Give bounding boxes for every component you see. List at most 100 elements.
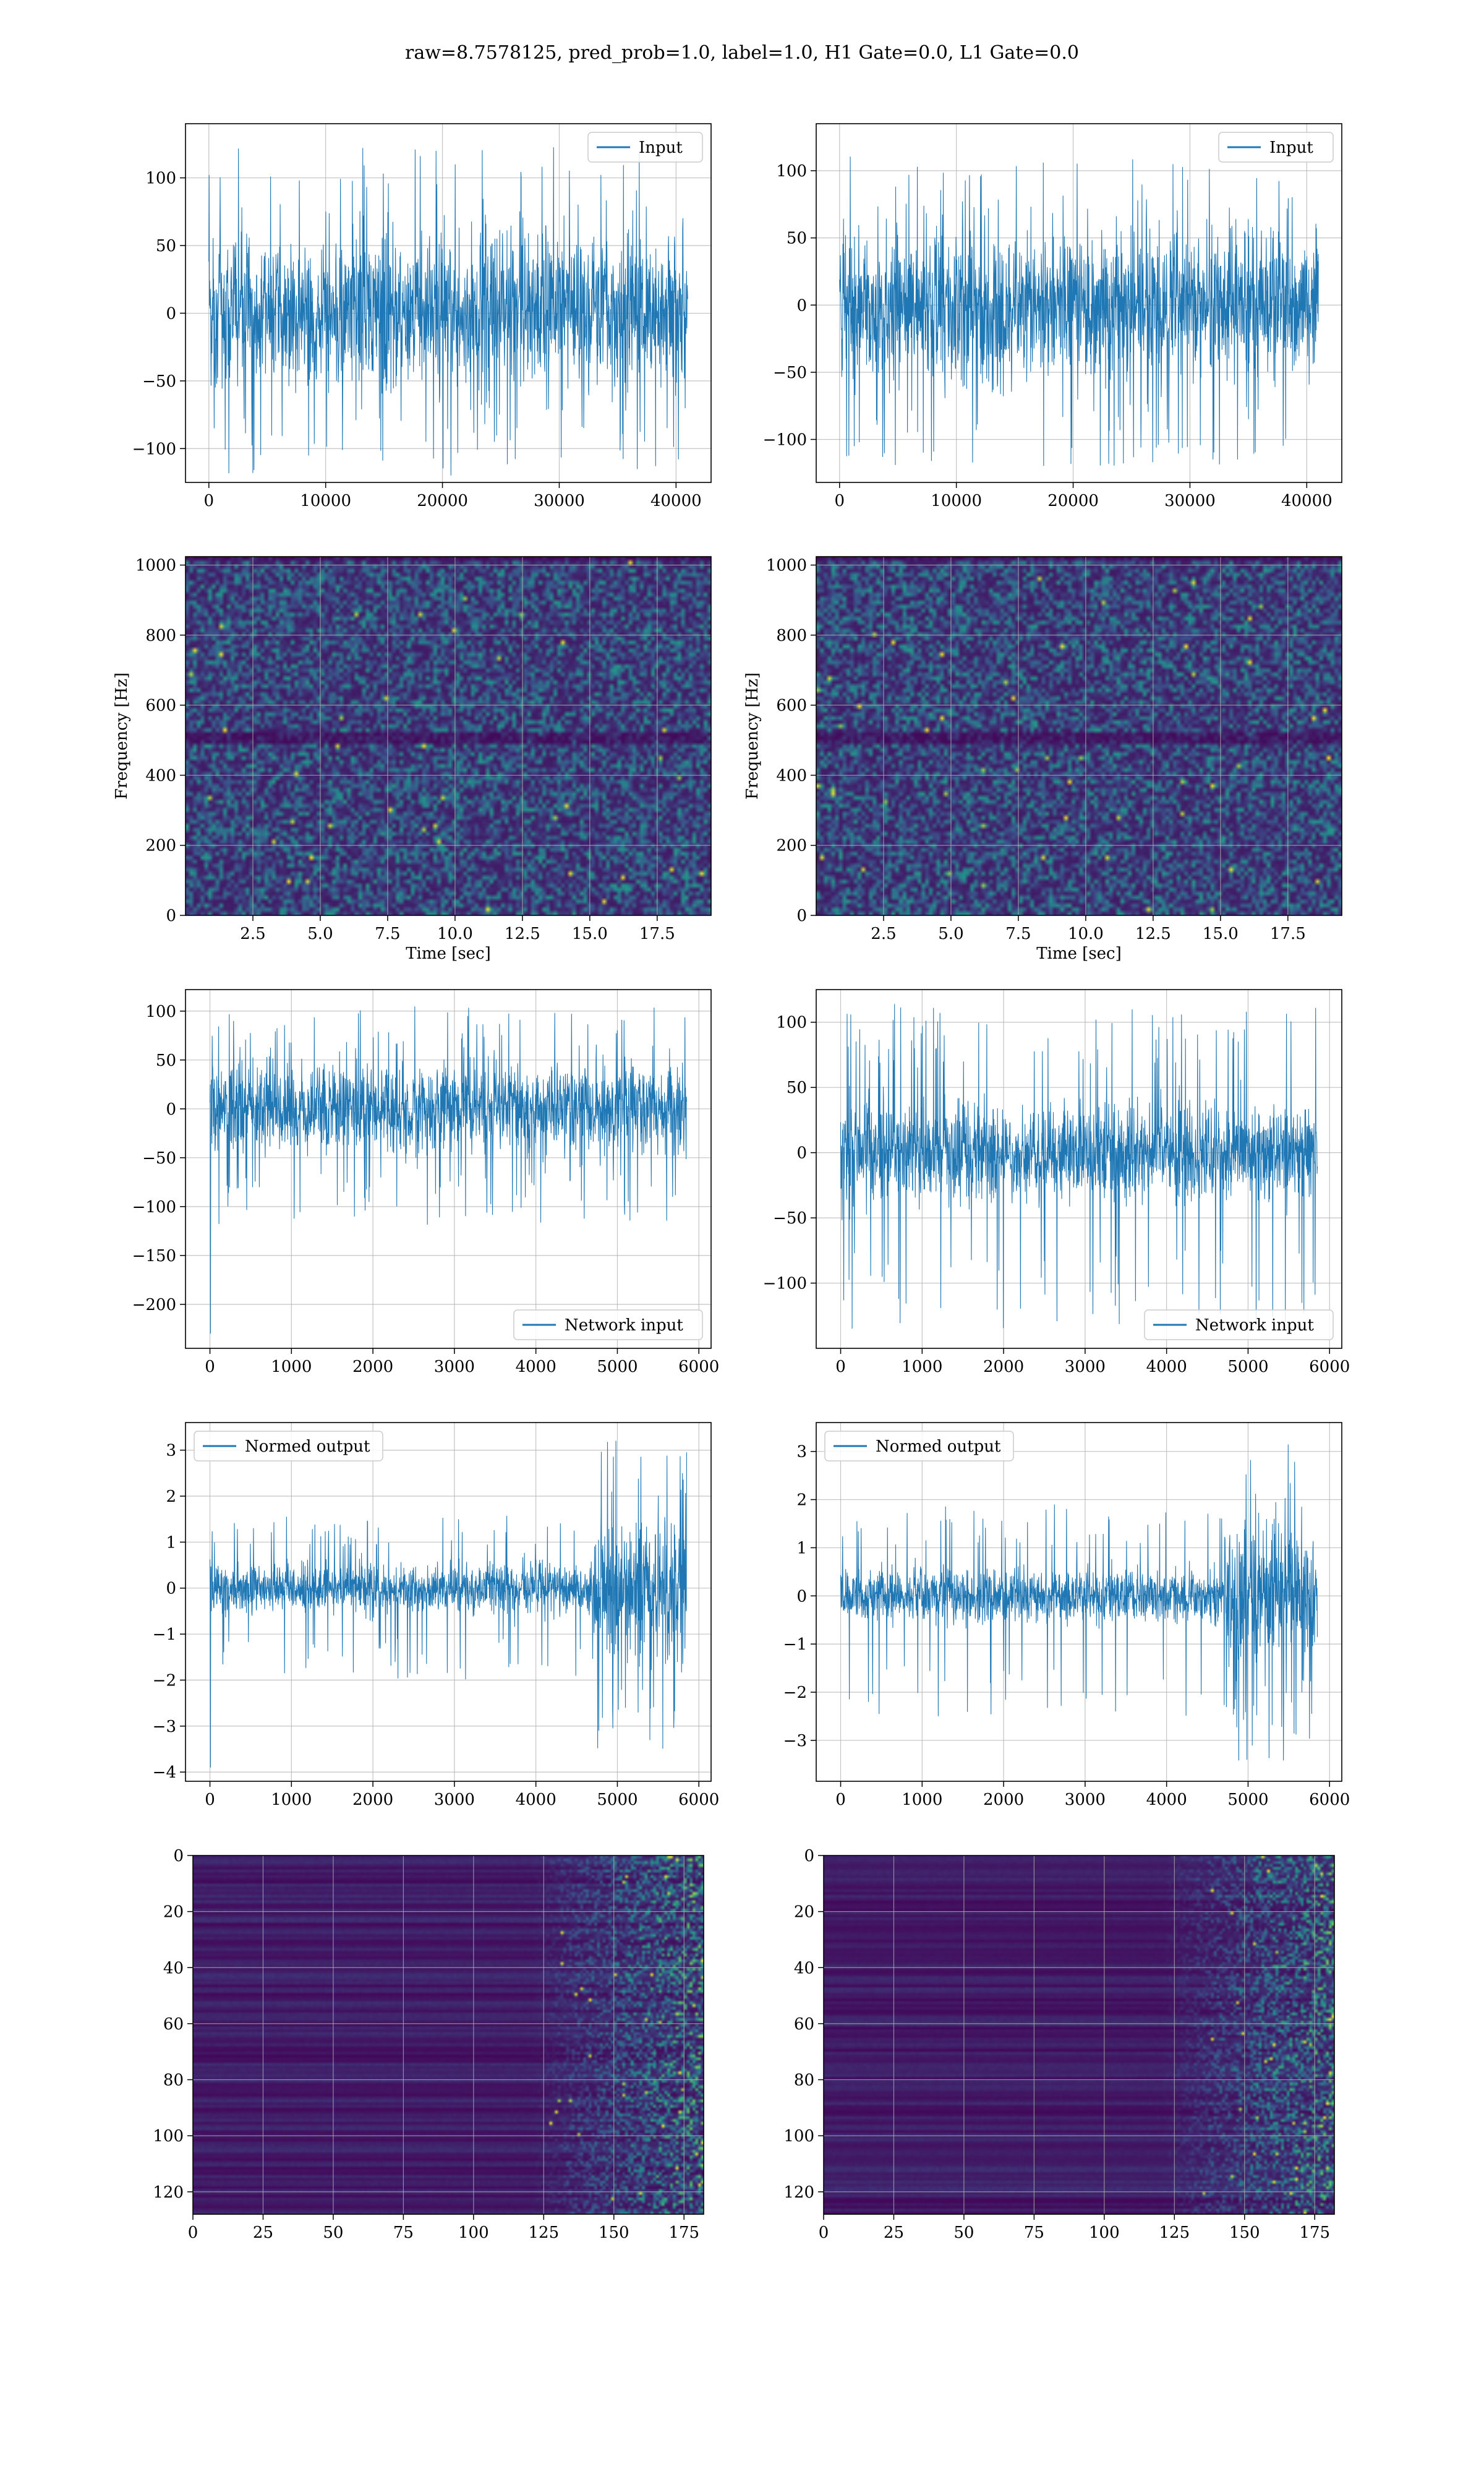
chart-net-h1: 0 1000 2000 3000 4000 5000 6000−200−150−100−50… — [132, 989, 719, 1376]
heatmap-image — [193, 1856, 704, 2214]
x-tick-label: 0 — [835, 1791, 846, 1809]
y-tick-label: −1 — [783, 1635, 807, 1654]
figure-title: raw=8.7578125, pred_prob=1.0, label=1.0,… — [405, 42, 1079, 64]
axes-frame — [816, 989, 1342, 1349]
x-tick-label: 150 — [599, 2224, 629, 2242]
y-tick-label: 2 — [166, 1487, 176, 1506]
y-tick-label: 50 — [156, 237, 176, 255]
y-tick-label: −200 — [132, 1296, 176, 1314]
x-tick-label: 6000 — [678, 1791, 719, 1809]
x-axis-label: Time [sec] — [406, 944, 491, 963]
x-tick-label: 3000 — [434, 1358, 475, 1376]
y-tick-label: 600 — [776, 696, 807, 715]
chart-act-l1: 0 25 50 75 100 125 150 175 0 20 40 60 80 100 120 — [783, 1847, 1335, 2242]
x-tick-label: 5.0 — [307, 925, 333, 943]
heatmap-image — [816, 557, 1342, 915]
x-tick-label: 0 — [835, 1358, 846, 1376]
x-tick-label: 4000 — [1146, 1791, 1187, 1809]
x-tick-label: 100 — [458, 2224, 489, 2242]
legend-box — [1218, 132, 1334, 163]
y-tick-label: 20 — [163, 1903, 184, 1922]
y-tick-label: 400 — [145, 766, 176, 785]
axes-frame — [185, 1422, 712, 1782]
x-tick-label: 5000 — [597, 1791, 638, 1809]
y-tick-label: −2 — [153, 1671, 176, 1690]
axes-frame — [823, 1855, 1335, 2215]
legend-label: Network input — [565, 1316, 683, 1335]
chart-normed-h1: 0 1000 2000 3000 4000 5000 6000 −4 −3 −2 −1 0 1 2 3 Nor… — [153, 1422, 719, 1809]
legend: Input — [1218, 132, 1334, 163]
y-tick-label: −1 — [153, 1625, 176, 1644]
x-tick-label: 2.5 — [871, 925, 896, 943]
x-tick-label: 3000 — [1065, 1358, 1106, 1376]
x-axis-label: Time [sec] — [1036, 944, 1122, 963]
y-tick-label: 50 — [787, 1079, 807, 1097]
x-tick-label: 75 — [1024, 2224, 1044, 2242]
x-tick-label: 5000 — [1227, 1358, 1268, 1376]
x-tick-label: 40000 — [650, 492, 702, 510]
y-tick-label: 800 — [145, 627, 176, 645]
y-tick-label: 0 — [173, 1847, 184, 1865]
x-tick-label: 30000 — [534, 492, 585, 510]
chart-spec-h1: 2.5 5.0 7.5 10.0 12.5 15.0 17.5 0 200 400 600 800 10… — [113, 556, 712, 963]
x-tick-label: 50 — [953, 2224, 974, 2242]
y-tick-label: 60 — [794, 2015, 814, 2034]
x-tick-label: 30000 — [1164, 492, 1216, 510]
y-tick-label: 200 — [145, 837, 176, 855]
y-tick-label: 0 — [166, 1580, 176, 1598]
x-tick-label: 15.0 — [1203, 925, 1239, 943]
y-tick-label: 120 — [153, 2183, 184, 2202]
chart-normed-l1: 0 1000 2000 3000 4000 5000 6000 −3 −2 −1 0 1 2 3 Norme… — [783, 1422, 1350, 1809]
chart-raw-l1: 0 10000 20000 30000 40000 −100 −50 0 50 100 Input — [763, 123, 1342, 510]
x-tick-label: 0 — [819, 2224, 829, 2242]
axes-frame — [185, 123, 712, 483]
x-tick-label: 150 — [1229, 2224, 1260, 2242]
y-tick-label: −4 — [153, 1763, 176, 1782]
y-tick-label: 60 — [163, 2015, 184, 2034]
chart-act-h1: 0 25 50 75 100 125 150 175 0 20 40 60 80 100 120 — [153, 1847, 704, 2242]
x-tick-label: 10.0 — [1068, 925, 1104, 943]
legend-label: Normed output — [876, 1437, 1001, 1456]
x-tick-label: 25 — [884, 2224, 904, 2242]
series-line — [208, 147, 688, 476]
y-tick-label: 1000 — [766, 557, 807, 575]
y-tick-label: −3 — [153, 1718, 176, 1736]
y-tick-label: −100 — [132, 440, 176, 458]
legend-box — [587, 132, 703, 163]
y-tick-label: −100 — [763, 430, 807, 449]
x-tick-label: 175 — [668, 2224, 699, 2242]
axes-frame — [816, 123, 1342, 483]
x-tick-label: 2.5 — [240, 925, 265, 943]
y-tick-label: 0 — [166, 907, 176, 925]
x-tick-label: 3000 — [1065, 1791, 1106, 1809]
x-tick-label: 0 — [188, 2224, 198, 2242]
x-tick-label: 10000 — [300, 492, 351, 510]
x-tick-label: 10.0 — [437, 925, 473, 943]
y-tick-label: 80 — [794, 2071, 814, 2090]
x-tick-label: 0 — [204, 492, 215, 510]
series-line — [209, 1006, 688, 1334]
heatmap-image — [824, 1856, 1334, 2214]
y-tick-label: 100 — [776, 1014, 807, 1032]
legend: Normed output — [824, 1431, 1014, 1462]
x-tick-label: 1000 — [271, 1358, 312, 1376]
legend-label: Input — [639, 139, 683, 157]
x-tick-label: 2000 — [352, 1791, 393, 1809]
y-tick-label: 2 — [796, 1491, 807, 1510]
y-tick-label: 600 — [145, 696, 176, 715]
x-tick-label: 1000 — [271, 1791, 312, 1809]
x-tick-label: 12.5 — [1135, 925, 1171, 943]
chart-raw-h1: 0 10000 20000 30000 40000 −100 −50 0 50 100 Input — [132, 123, 712, 510]
legend-label: Network input — [1195, 1316, 1314, 1335]
y-tick-label: 120 — [783, 2183, 814, 2202]
x-tick-label: 17.5 — [639, 925, 675, 943]
y-tick-label: 1 — [796, 1539, 807, 1557]
legend-label: Normed output — [245, 1437, 370, 1456]
y-tick-label: −50 — [773, 1209, 807, 1228]
axes-frame — [185, 556, 712, 916]
legend-label: Input — [1269, 139, 1313, 157]
x-tick-label: 7.5 — [375, 925, 400, 943]
x-tick-label: 20000 — [1047, 492, 1099, 510]
x-tick-label: 3000 — [434, 1791, 475, 1809]
y-tick-label: −50 — [142, 1149, 176, 1168]
